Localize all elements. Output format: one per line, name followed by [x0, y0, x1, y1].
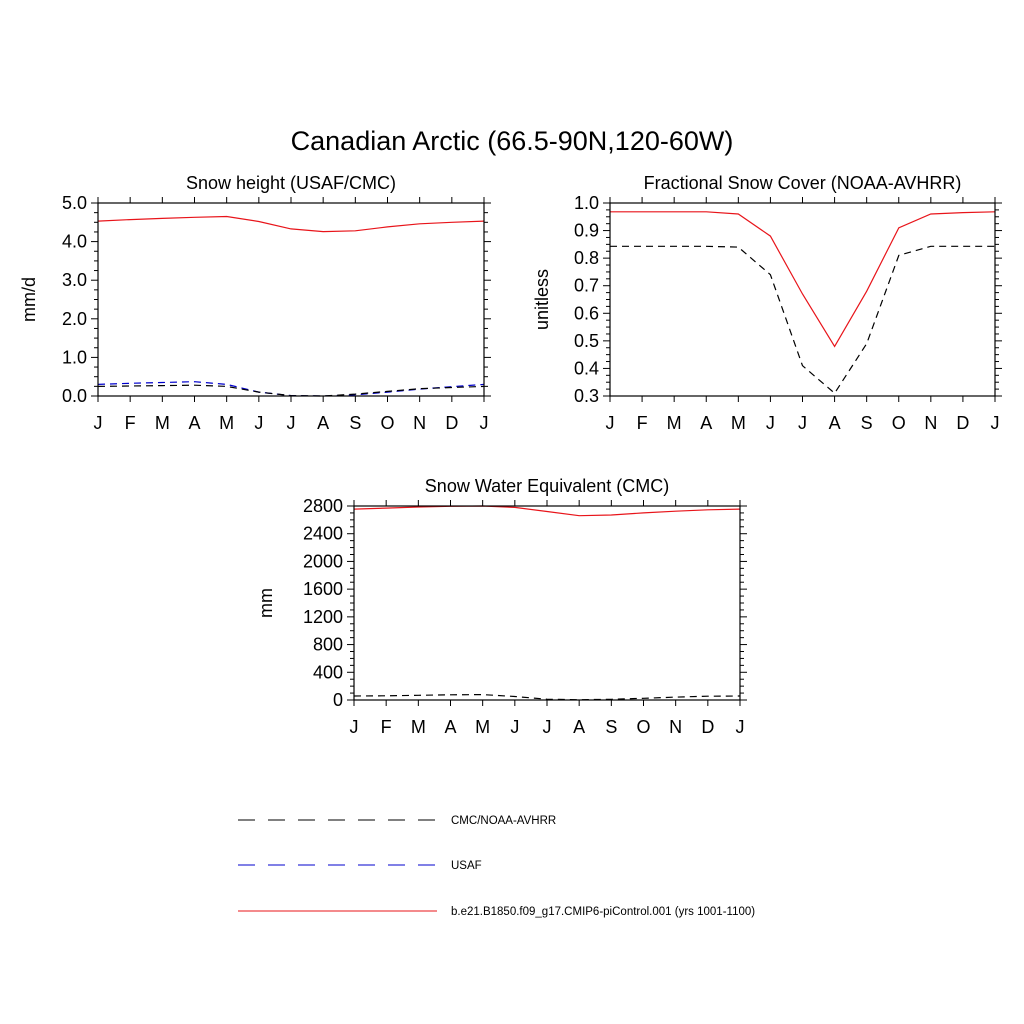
legend-item-3: b.e21.B1850.f09_g17.CMIP6-piControl.001 … — [238, 906, 755, 918]
legend-label: USAF — [451, 860, 482, 872]
x-tick-label: J — [510, 717, 519, 737]
x-tick-label: J — [543, 717, 552, 737]
y-tick-label: 2.0 — [62, 309, 87, 329]
x-tick-label: A — [317, 413, 329, 433]
legend-item-2: USAF — [238, 860, 482, 872]
y-tick-label: 1.0 — [574, 193, 599, 213]
x-tick-label: M — [667, 413, 682, 433]
series-line-dashed-2 — [353, 693, 741, 701]
y-tick-label: 0.0 — [62, 386, 87, 406]
x-tick-label: J — [287, 413, 296, 433]
legend-label: CMC/NOAA-AVHRR — [451, 815, 556, 827]
x-tick-label: J — [606, 413, 615, 433]
x-tick-label: D — [701, 717, 714, 737]
y-axis-label: mm — [256, 588, 276, 618]
x-tick-label: O — [636, 717, 650, 737]
x-tick-label: S — [349, 413, 361, 433]
y-tick-label: 3.0 — [62, 270, 87, 290]
y-tick-label: 2400 — [303, 524, 343, 544]
x-tick-label: O — [380, 413, 394, 433]
series-line-solid-1 — [97, 215, 485, 233]
x-tick-label: J — [991, 413, 1000, 433]
x-tick-label: J — [480, 413, 489, 433]
y-tick-label: 0.4 — [574, 358, 599, 378]
x-tick-label: M — [155, 413, 170, 433]
x-tick-label: J — [350, 717, 359, 737]
figure-title: Canadian Arctic (66.5-90N,120-60W) — [291, 126, 734, 156]
plot-frame — [97, 202, 485, 397]
series-line-solid-1 — [610, 211, 996, 348]
chart-title: Snow height (USAF/CMC) — [186, 173, 396, 193]
x-tick-label: S — [605, 717, 617, 737]
y-tick-label: 2000 — [303, 551, 343, 571]
legend: CMC/NOAA-AVHRR USAF b.e21.B1850.f09_g17.CM… — [238, 815, 755, 918]
y-tick-label: 0.6 — [574, 303, 599, 323]
y-tick-label: 800 — [313, 635, 343, 655]
y-tick-label: 0.9 — [574, 221, 599, 241]
plot-frame — [609, 202, 996, 397]
series-line-dashed-2 — [610, 245, 995, 395]
y-tick-label: 4.0 — [62, 232, 87, 252]
x-tick-label: S — [861, 413, 873, 433]
y-tick-label: 1.0 — [62, 347, 87, 367]
y-tick-label: 0.7 — [574, 276, 599, 296]
x-tick-label: N — [924, 413, 937, 433]
x-tick-label: A — [444, 717, 456, 737]
chart-panel-2: Fractional Snow Cover (NOAA-AVHRR) unitle… — [532, 173, 1002, 433]
x-tick-label: M — [475, 717, 490, 737]
chart-panel-3: Snow Water Equivalent (CMC)mmJ F M A M J J A S O N… — [256, 476, 747, 737]
x-tick-label: M — [411, 717, 426, 737]
y-tick-label: 1200 — [303, 607, 343, 627]
x-tick-label: J — [254, 413, 263, 433]
y-tick-label: 1600 — [303, 579, 343, 599]
panels: Snow height (USAF/CMC)mm/dJ F M A M J J A S O N D J0… — [19, 173, 1002, 737]
y-tick-label: 0 — [333, 690, 343, 710]
x-tick-label: N — [413, 413, 426, 433]
plot-frame — [353, 505, 741, 701]
y-tick-label: 400 — [313, 662, 343, 682]
x-tick-label: F — [637, 413, 648, 433]
y-axis-label: unitless — [532, 269, 552, 330]
x-tick-label: J — [766, 413, 775, 433]
x-tick-label: J — [736, 717, 745, 737]
x-tick-label: A — [829, 413, 841, 433]
chart-title: Snow Water Equivalent (CMC) — [425, 476, 669, 496]
y-tick-label: 5.0 — [62, 193, 87, 213]
y-axis-label: mm/d — [19, 277, 39, 322]
chart-title: Fractional Snow Cover (NOAA-AVHRR) — [644, 173, 962, 193]
y-tick-label: 2800 — [303, 496, 343, 516]
legend-item-1: CMC/NOAA-AVHRR — [238, 815, 556, 827]
y-tick-label: 0.3 — [574, 386, 599, 406]
x-tick-label: J — [798, 413, 807, 433]
x-tick-label: D — [445, 413, 458, 433]
y-tick-label: 0.8 — [574, 248, 599, 268]
x-tick-label: A — [188, 413, 200, 433]
x-tick-label: J — [94, 413, 103, 433]
x-tick-label: F — [381, 717, 392, 737]
y-tick-label: 0.5 — [574, 331, 599, 351]
x-tick-label: D — [956, 413, 969, 433]
x-tick-label: O — [892, 413, 906, 433]
series-line-solid-1 — [353, 505, 741, 517]
x-tick-label: A — [700, 413, 712, 433]
chart-panel-1: Snow height (USAF/CMC)mm/dJ F M A M J J A S O N D J0… — [19, 173, 491, 433]
x-tick-label: A — [573, 717, 585, 737]
legend-label: b.e21.B1850.f09_g17.CMIP6-piControl.001 … — [451, 906, 755, 918]
x-tick-label: M — [731, 413, 746, 433]
x-tick-label: N — [669, 717, 682, 737]
series-line-dashed-3 — [97, 384, 485, 397]
x-tick-label: F — [125, 413, 136, 433]
x-tick-label: M — [219, 413, 234, 433]
